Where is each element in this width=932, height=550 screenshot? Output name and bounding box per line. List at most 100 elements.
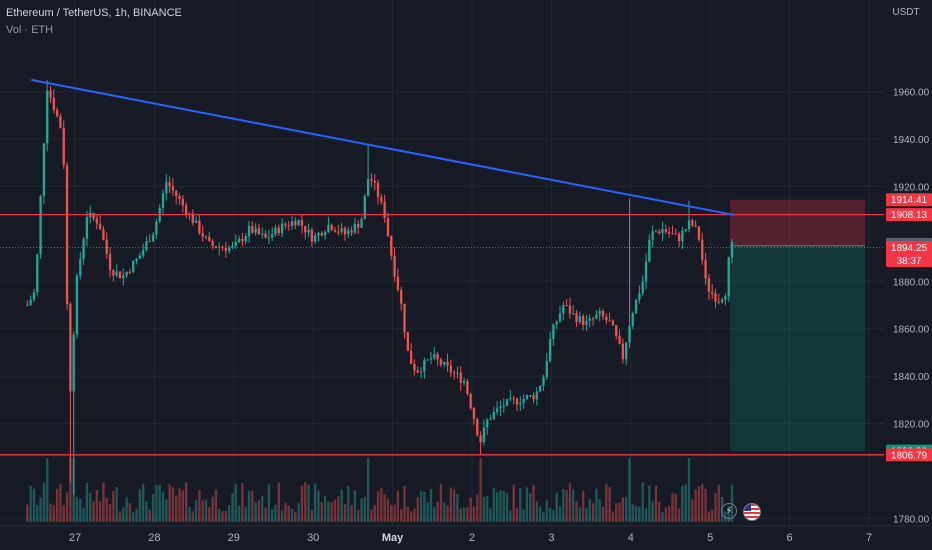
volume-bar (674, 493, 677, 522)
volume-bar (171, 487, 175, 522)
volume-bar (310, 510, 314, 522)
candle-body (115, 271, 118, 276)
volume-bar (519, 487, 522, 522)
candle-body (582, 316, 585, 326)
candle-body (304, 225, 307, 233)
volume-bar (476, 494, 479, 522)
chart-title[interactable]: Ethereum / TetherUS, 1h, BINANCE (6, 7, 182, 19)
volume-bar (151, 493, 155, 522)
short-position-tool[interactable] (730, 199, 866, 452)
volume-bar (618, 502, 621, 522)
x-tick-label: 28 (148, 532, 160, 544)
volume-bar (337, 496, 340, 522)
volume-bar (575, 501, 578, 522)
candle-body (591, 318, 595, 320)
candle-body (42, 143, 46, 196)
y-tick-label: 1960.00 (893, 88, 930, 99)
candle-body (284, 223, 287, 226)
candle-body (578, 316, 582, 323)
volume-bar (79, 498, 82, 522)
volume-bar (75, 497, 79, 522)
candle-body (353, 223, 357, 233)
candle-body (62, 127, 65, 166)
candle-body (416, 370, 419, 373)
time-axis[interactable]: 27 28 29 30 May 2 3 4 5 6 7 (0, 525, 932, 544)
candle-body (161, 193, 165, 208)
volume-bar (224, 511, 228, 522)
volume-bar (98, 501, 102, 522)
trendline[interactable] (31, 78, 735, 216)
volume-bar (416, 497, 419, 522)
volume-bar (357, 509, 360, 522)
volume-bar (492, 488, 495, 522)
candle-body (558, 313, 562, 322)
lightning-icon[interactable]: ⚡ (721, 503, 737, 519)
horizontal-lines[interactable] (0, 213, 884, 456)
volume-bar (585, 507, 588, 522)
candle-body (634, 299, 638, 314)
candle-body (244, 236, 247, 242)
volume-bar (535, 501, 539, 522)
volume-bar (46, 458, 49, 522)
candle-body (638, 293, 641, 300)
volume-bar (314, 483, 317, 522)
candle-body (370, 179, 373, 181)
volume-bar (555, 492, 558, 522)
volume-bar (257, 500, 261, 522)
volume-bar (145, 501, 148, 522)
volume-bar (188, 506, 191, 522)
candle-body (178, 196, 181, 199)
candle-body (333, 229, 337, 232)
candle-body (406, 332, 409, 351)
candle-body (625, 342, 628, 360)
volume-bar (267, 484, 271, 522)
volume-bar (211, 496, 214, 522)
candle-body (46, 90, 49, 144)
candle-body (704, 260, 707, 279)
candle-body (82, 238, 85, 259)
price-axis-bg (884, 0, 932, 550)
candle-body (307, 229, 310, 233)
volume-bar (654, 485, 658, 522)
candle-body (52, 97, 55, 110)
candle-body (297, 220, 300, 226)
volume-bar (529, 493, 532, 522)
candle-body (525, 395, 529, 399)
us-flag-icon[interactable] (743, 503, 761, 521)
candle-body (668, 231, 671, 234)
candle-body (595, 314, 598, 319)
volume-bar (615, 503, 618, 522)
candle-body (59, 116, 62, 128)
volume-bar (704, 488, 707, 522)
volume-bar (532, 484, 535, 522)
volume-bar (648, 485, 651, 522)
volume-bar (644, 508, 648, 522)
candle-body (393, 255, 396, 277)
candle-body (165, 182, 168, 194)
volume-bar (681, 485, 684, 522)
volume-indicator-label[interactable]: Vol · ETH (6, 24, 54, 36)
volume-bar (621, 497, 625, 522)
candle-body (714, 293, 717, 302)
candle-body (456, 372, 459, 374)
candle-body (320, 232, 323, 236)
candle-body (317, 232, 320, 236)
volume-bar (499, 490, 502, 522)
volume-bar (214, 489, 218, 522)
candle-body (452, 372, 456, 374)
volume-bar (390, 504, 393, 522)
price-axis[interactable]: USDT 1960.00 1940.00 1920.00 1880.00 1860.00 1… (884, 0, 932, 550)
volume-bar (261, 496, 264, 522)
candle-body (208, 236, 211, 242)
candle-body (264, 233, 267, 238)
candle-body (214, 246, 218, 248)
volume-bar (62, 504, 65, 522)
volume-bar (85, 482, 89, 522)
volume-bar (486, 496, 489, 522)
price-label-bg (886, 193, 932, 207)
volume-bar (92, 501, 95, 522)
candle-body (347, 230, 350, 235)
volume-bar (228, 505, 231, 522)
volume-bar (108, 504, 112, 522)
